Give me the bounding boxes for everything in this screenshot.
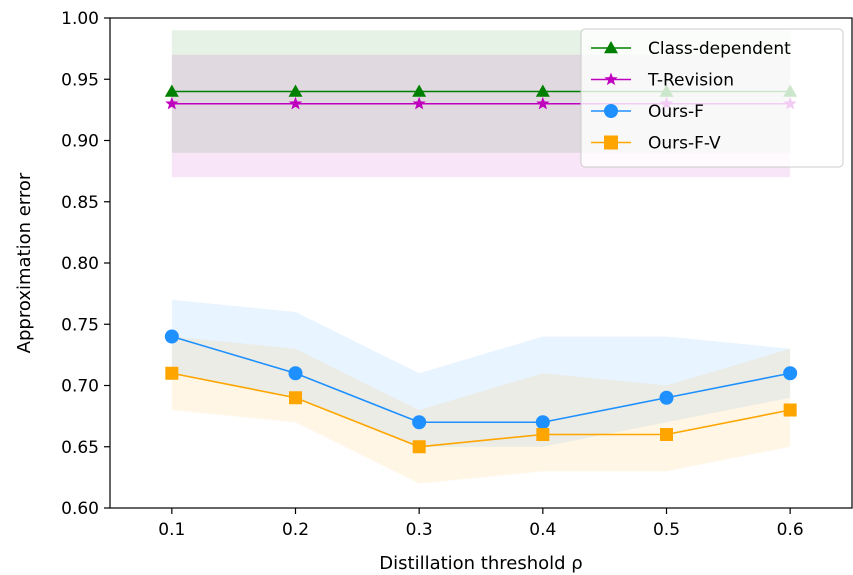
x-tick-label: 0.2 (282, 520, 309, 540)
t-revision-point (165, 96, 179, 110)
x-tick-label: 0.4 (529, 520, 556, 540)
t-revision-point (536, 96, 550, 110)
class-dependent-point (164, 84, 179, 97)
ours-f-point (535, 415, 550, 430)
legend-ours-f-label: Ours-F (648, 102, 704, 122)
ours-f-v-band (171, 336, 791, 484)
legend-ours-f-v-label: Ours-F-V (648, 134, 721, 154)
y-axis: 0.60 0.65 0.70 0.75 0.80 0.85 0.90 0.95 1.00 (61, 9, 110, 519)
ours-f-v-line (171, 372, 791, 448)
y-tick-label: 0.60 (61, 499, 99, 519)
t-revision-point (412, 96, 426, 110)
legend-class-dependent-label: Class-dependent (648, 39, 791, 59)
ours-f-point (288, 366, 303, 381)
y-tick-label: 0.65 (61, 438, 99, 458)
x-tick-label: 0.6 (777, 520, 804, 540)
legend-ours-f-v-marker (604, 135, 618, 150)
y-tick-label: 0.95 (61, 70, 99, 90)
ours-f-v-point (660, 428, 673, 441)
ours-f-line (171, 335, 791, 424)
legend-t-revision-marker (604, 72, 618, 86)
x-tick-label: 0.3 (406, 520, 433, 540)
legend-box (580, 28, 844, 168)
class-dependent-point (535, 84, 550, 97)
ours-f-point (783, 366, 798, 381)
x-tick-label: 0.1 (158, 520, 185, 540)
x-axis-label: Distillation threshold ρ (379, 553, 582, 574)
ours-f-v-point (536, 428, 550, 441)
ours-f-point (659, 390, 674, 405)
ours-f-v-point (165, 366, 179, 380)
y-tick-label: 0.80 (61, 254, 99, 274)
y-tick-label: 0.70 (61, 377, 99, 397)
y-axis-label: Approximation error (14, 172, 35, 353)
legend-t-revision-label: T-Revision (647, 71, 734, 91)
x-tick-label: 0.5 (653, 520, 680, 540)
ours-f-v-point (783, 403, 797, 417)
x-axis: 0.1 0.2 0.3 0.4 0.5 0.6 (158, 508, 804, 540)
y-tick-label: 0.75 (61, 315, 99, 335)
class-dependent-point (412, 84, 427, 97)
legend-class-dependent-marker (604, 41, 618, 54)
class-dependent-point (288, 84, 303, 97)
ours-f-v-point (412, 440, 426, 454)
y-tick-label: 0.85 (61, 193, 99, 213)
t-revision-point (288, 96, 303, 110)
legend: Class-dependent T-Revision Ours-F Ours-F-V (580, 28, 844, 168)
legend-ours-f-marker (604, 104, 618, 118)
y-tick-label: 1.00 (61, 9, 99, 29)
ours-f-point (412, 415, 427, 430)
ours-f-point (164, 329, 179, 344)
ours-f-v-point (289, 391, 302, 405)
y-tick-label: 0.90 (61, 132, 99, 152)
